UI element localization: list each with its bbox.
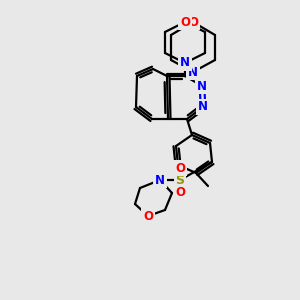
Text: N: N [198,100,208,113]
Text: N: N [180,56,190,70]
Text: O: O [175,185,185,199]
Text: O: O [180,16,190,28]
Text: S: S [176,173,184,187]
Text: N: N [155,173,165,187]
Text: N: N [188,65,198,79]
Text: N: N [197,80,207,92]
Text: N: N [155,173,165,187]
Text: O: O [175,161,185,175]
Text: O: O [188,16,198,28]
Text: O: O [143,209,153,223]
